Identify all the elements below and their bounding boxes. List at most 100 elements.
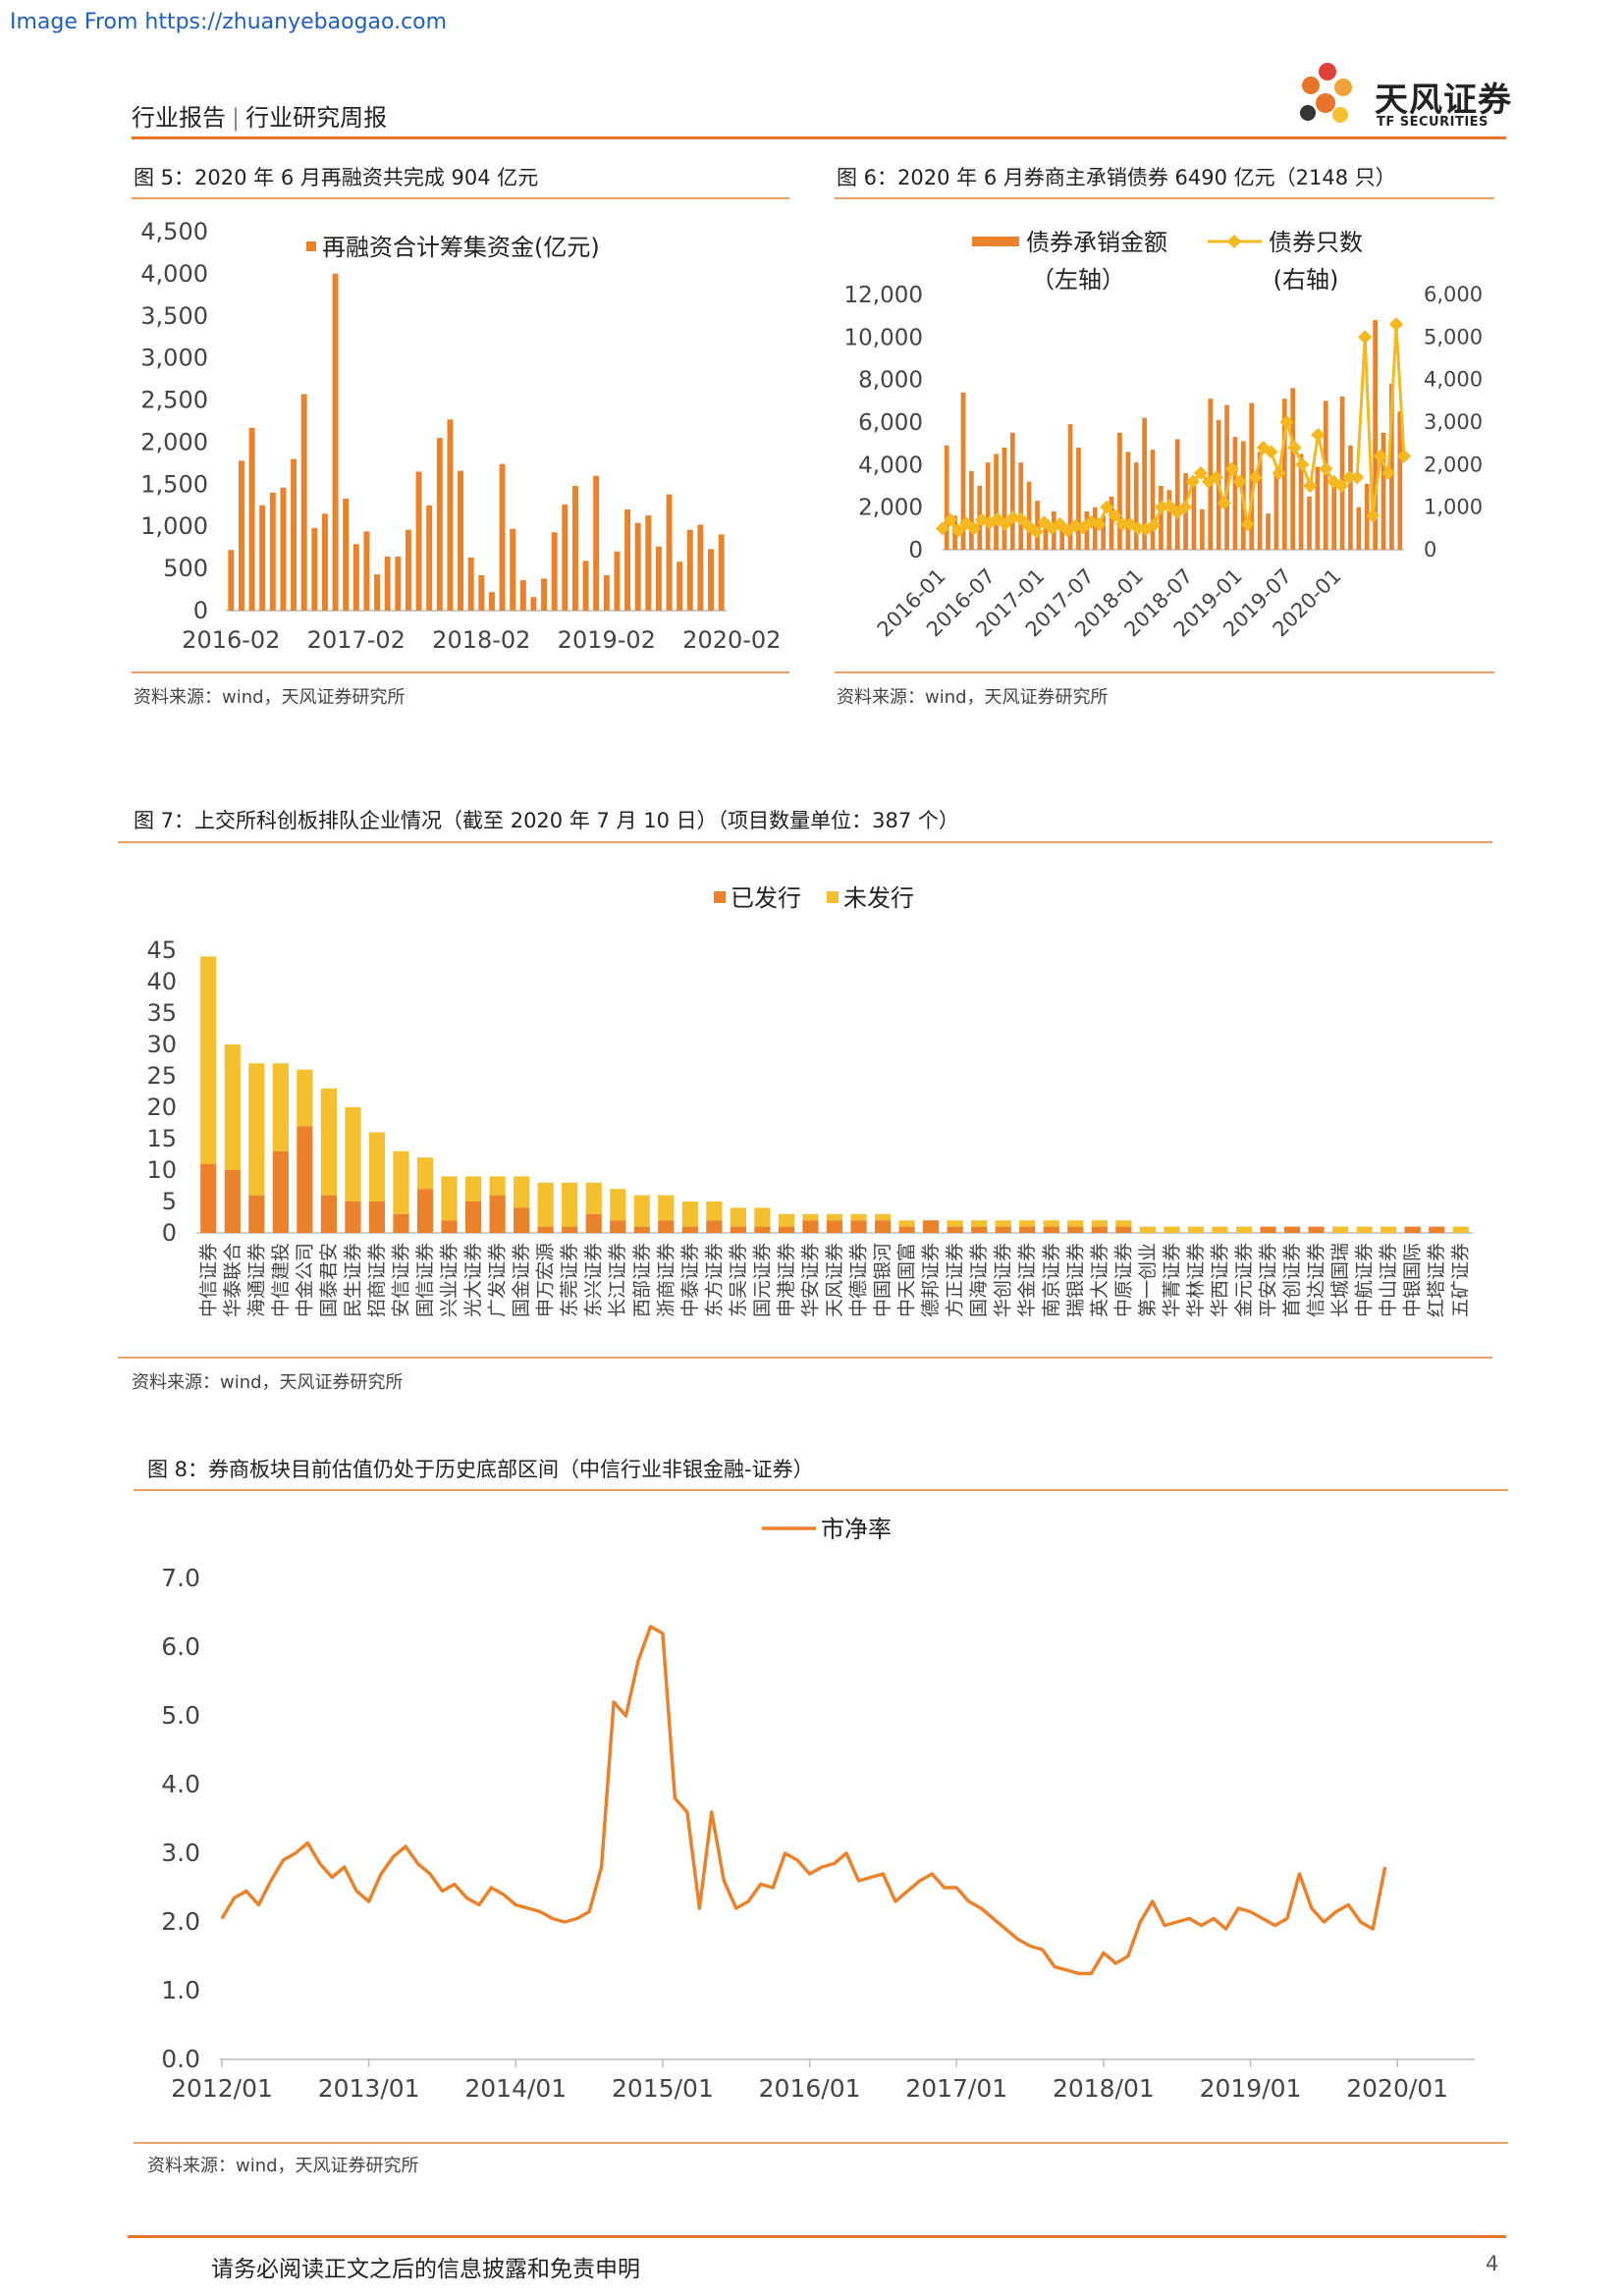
fig5-bar xyxy=(374,574,381,611)
fig5-xtick: 2020-02 xyxy=(682,626,781,654)
fig7-legend-issued-swatch xyxy=(714,891,726,903)
fig6-bar xyxy=(985,462,991,550)
footer-rule xyxy=(128,2235,1506,2238)
fig7-category-label: 民生证券 xyxy=(342,1243,363,1317)
fig7-bar-unissued xyxy=(345,1107,361,1201)
fig6-count-marker xyxy=(1358,330,1373,345)
fig6-legend-line-axis: (右轴) xyxy=(1273,266,1339,294)
fig6-bar xyxy=(1101,515,1107,550)
fig7-category-label: 中国银河 xyxy=(872,1243,893,1317)
fig7-bar-issued xyxy=(441,1220,458,1233)
fig6-count-marker xyxy=(1366,508,1380,523)
fig8-bottom-rule xyxy=(134,2142,1508,2144)
fig6-count-marker xyxy=(1388,317,1404,332)
report-header: 行业报告 | 行业研究周报 xyxy=(132,98,387,133)
footer-disclaimer[interactable]: 请务必阅读正文之后的信息披露和免责申明 xyxy=(211,2257,640,2282)
fig8-source: 资料来源：wind，天风证券研究所 xyxy=(147,2156,419,2176)
fig6-source: 资料来源：wind，天风证券研究所 xyxy=(837,687,1109,708)
fig7-ytick: 10 xyxy=(146,1156,177,1184)
fig7-ytick: 30 xyxy=(146,1031,177,1058)
fig5-bar xyxy=(343,498,350,611)
fig7-bar-unissued xyxy=(778,1213,795,1227)
fig6-count-marker xyxy=(1350,470,1365,485)
fig5-ytick: 1,500 xyxy=(140,470,208,498)
fig7-bar-issued xyxy=(345,1201,361,1233)
fig5-ytick: 4,500 xyxy=(140,218,208,245)
fig7-bar-issued xyxy=(1283,1226,1301,1233)
fig7-bar-unissued xyxy=(1356,1226,1373,1233)
fig6-count-marker xyxy=(1374,449,1388,463)
fig6-count-marker xyxy=(1013,511,1028,526)
fig8-title-rule xyxy=(134,1489,1508,1491)
fig7-bar-issued xyxy=(1019,1226,1036,1233)
fig6-count-marker xyxy=(1193,465,1208,481)
fig6-ytick-right: 2,000 xyxy=(1424,453,1483,476)
fig7-chart: 0 5 10 15 20 25 30 35 40 45 中信证券 华泰联合 海通证券 中信建投 中金公司 国泰… xyxy=(146,884,1473,1317)
fig7-category-label: 浙商证券 xyxy=(655,1243,677,1317)
fig7-bar-issued xyxy=(514,1207,530,1233)
fig7-bar-unissued xyxy=(1164,1226,1180,1233)
fig6-ytick-left: 12,000 xyxy=(844,283,923,308)
fig7-bar-issued xyxy=(297,1126,313,1233)
fig7-category-label: 德邦证券 xyxy=(920,1243,942,1317)
fig5-bar xyxy=(436,438,443,611)
fig7-bar-unissued xyxy=(1043,1220,1059,1227)
fig6-bar xyxy=(1125,452,1131,550)
fig7-category-label: 方正证券 xyxy=(945,1243,966,1317)
fig6-bar xyxy=(1117,432,1122,550)
fig7-bar-unissued xyxy=(995,1220,1011,1227)
fig7-bar-unissued xyxy=(585,1182,602,1214)
fig6-count-marker xyxy=(1287,440,1302,455)
fig5-bar xyxy=(280,487,287,611)
fig7-category-label: 东莞证券 xyxy=(559,1243,580,1317)
fig5-bar xyxy=(499,463,506,611)
fig6-bar xyxy=(1373,320,1378,550)
fig6-ytick-left: 8,000 xyxy=(858,368,923,394)
fig7-bar-unissued xyxy=(224,1044,241,1170)
fig7-bar-unissued xyxy=(1067,1220,1084,1227)
fig7-category-label: 东方证券 xyxy=(703,1243,725,1317)
fig6-ytick-left: 10,000 xyxy=(844,325,923,350)
fig5-bar xyxy=(645,515,652,611)
fig6-bar xyxy=(1109,496,1114,550)
fig6-ytick-left: 6,000 xyxy=(858,410,923,436)
fig5-bar xyxy=(447,419,454,611)
fig6-bar xyxy=(1067,424,1073,550)
logo-name: 天风证券 xyxy=(1375,80,1512,120)
fig7-legend-unissued-label: 未发行 xyxy=(843,884,914,912)
fig8-ytick: 7.0 xyxy=(161,1564,200,1592)
fig6-title: 图 6：2020 年 6 月券商主承销债券 6490 亿元（2148 只） xyxy=(837,166,1396,189)
fig5-ytick: 500 xyxy=(163,555,208,582)
fig5-bar xyxy=(614,551,621,611)
fig7-category-label: 华金证券 xyxy=(1016,1243,1038,1317)
fig6-bar xyxy=(1224,404,1229,550)
fig5-bar xyxy=(562,504,568,611)
fig5-bar xyxy=(426,505,433,611)
fig8-xtick: 2014/01 xyxy=(464,2074,567,2103)
fig7-bar-issued xyxy=(610,1220,626,1233)
fig6-bar xyxy=(1290,388,1296,550)
fig7-category-label: 光大证券 xyxy=(462,1243,484,1317)
fig7-bar-unissued xyxy=(1452,1226,1469,1233)
fig7-bar-issued xyxy=(393,1213,409,1233)
fig6-bar xyxy=(1133,462,1139,550)
fig6-ytick-right: 3,000 xyxy=(1424,410,1483,434)
fig6-ytick-left: 4,000 xyxy=(858,453,923,478)
fig6-count-marker xyxy=(1319,461,1333,476)
fig7-category-label: 广发证券 xyxy=(487,1243,509,1317)
watermark[interactable]: Image From https://zhuanyebaogao.com xyxy=(10,10,448,34)
fig5-bar xyxy=(718,534,725,611)
fig6-count-marker xyxy=(1217,496,1231,510)
fig5-bar xyxy=(238,460,244,611)
fig6-count-marker xyxy=(1240,516,1255,532)
fig5-bar xyxy=(488,592,495,611)
fig5-bar xyxy=(510,528,516,611)
fig7-bar-unissued xyxy=(514,1176,530,1208)
fig5-legend-label: 再融资合计筹集资金(亿元) xyxy=(322,234,600,261)
fig5-ytick: 4,000 xyxy=(140,260,208,288)
fig5-xtick: 2019-02 xyxy=(558,626,656,654)
fig7-ytick: 5 xyxy=(162,1188,177,1215)
fig5-bar xyxy=(291,458,298,611)
fig6-bar xyxy=(1200,508,1205,550)
fig7-bar-issued xyxy=(1260,1226,1276,1233)
